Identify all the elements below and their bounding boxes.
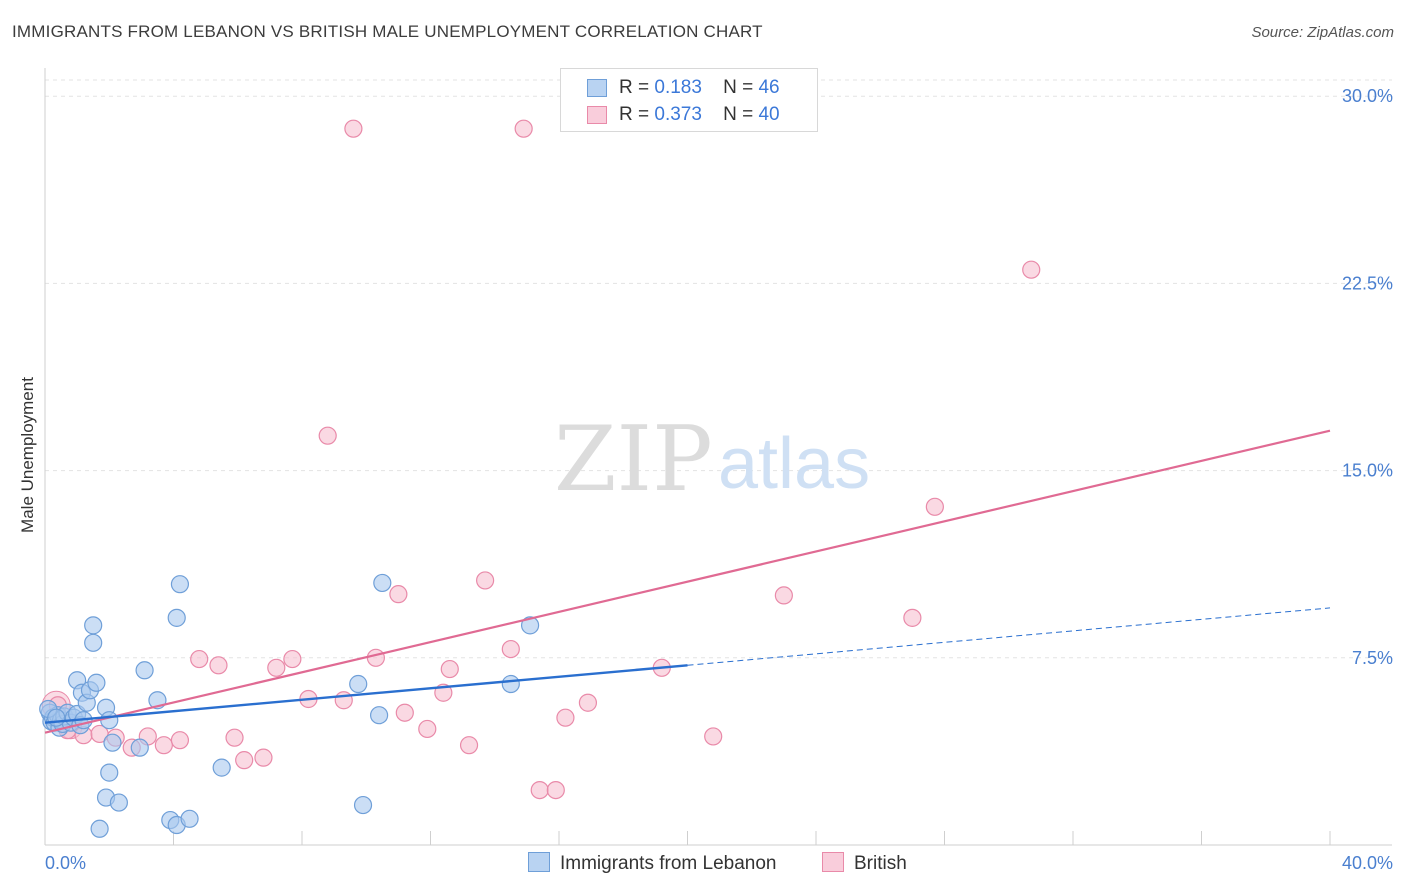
data-point-british bbox=[440, 659, 459, 679]
data-point-british bbox=[556, 708, 575, 727]
legend-r-label: R = bbox=[619, 104, 650, 125]
data-point-lebanon bbox=[180, 809, 199, 828]
data-point-british bbox=[389, 585, 408, 604]
correlation-legend: R = 0.183 N = 46 R = 0.373 N = 40 bbox=[560, 68, 818, 132]
y-tick-label: 15.0% bbox=[1342, 461, 1393, 481]
data-point-british bbox=[267, 658, 286, 677]
data-point-lebanon bbox=[87, 673, 106, 692]
data-point-british bbox=[190, 649, 209, 669]
data-point-british bbox=[225, 728, 244, 747]
data-point-lebanon bbox=[130, 738, 149, 757]
data-point-british bbox=[903, 608, 922, 627]
data-point-british bbox=[344, 119, 363, 138]
trendline-lebanon bbox=[44, 664, 688, 724]
grid-layer bbox=[45, 79, 1392, 659]
data-point-lebanon bbox=[100, 763, 119, 782]
data-point-british bbox=[1022, 260, 1041, 279]
data-point-lebanon bbox=[90, 819, 109, 838]
legend-r-value: 0.373 bbox=[654, 104, 702, 125]
data-point-lebanon bbox=[370, 706, 389, 725]
data-point-lebanon bbox=[170, 575, 190, 594]
data-point-british bbox=[170, 731, 190, 750]
data-point-lebanon bbox=[47, 708, 66, 727]
data-point-british bbox=[530, 780, 549, 800]
tick-labels: 7.5% 15.0% 22.5% 30.0% 0.0% 40.0% bbox=[45, 86, 1393, 873]
data-point-british bbox=[476, 571, 495, 590]
series-legend-british[interactable]: British bbox=[822, 852, 907, 875]
y-axis-label: Male Unemployment bbox=[18, 377, 37, 533]
trendline-british bbox=[44, 429, 1331, 734]
data-point-lebanon bbox=[103, 733, 122, 752]
legend-r-value: 0.183 bbox=[654, 77, 702, 98]
series-swatch-blue bbox=[528, 852, 550, 872]
data-point-british bbox=[235, 751, 254, 770]
data-point-lebanon bbox=[109, 793, 128, 812]
data-point-british bbox=[925, 497, 944, 516]
data-point-british bbox=[395, 703, 414, 722]
chart-title: IMMIGRANTS FROM LEBANON VS BRITISH MALE … bbox=[12, 22, 763, 41]
data-point-british bbox=[774, 586, 793, 605]
trendlines bbox=[44, 429, 1331, 734]
watermark: ZIP atlas bbox=[554, 407, 870, 512]
data-point-british bbox=[514, 119, 533, 138]
data-point-british bbox=[154, 736, 173, 755]
data-point-lebanon bbox=[135, 661, 154, 680]
trendline-lebanon-extension bbox=[687, 607, 1331, 666]
source-label: Source: ZipAtlas.com bbox=[1251, 24, 1394, 41]
series-legend-label: British bbox=[854, 853, 907, 874]
points-layer bbox=[39, 119, 1041, 838]
data-point-british bbox=[366, 648, 385, 667]
data-point-lebanon bbox=[353, 795, 373, 815]
y-tick-label: 22.5% bbox=[1342, 273, 1393, 293]
legend-swatch-pink bbox=[587, 106, 607, 124]
series-legend-label: Immigrants from Lebanon bbox=[560, 853, 777, 874]
data-point-british bbox=[501, 639, 520, 659]
data-point-british bbox=[704, 727, 723, 746]
data-point-british bbox=[459, 736, 479, 755]
data-point-lebanon bbox=[520, 616, 540, 635]
watermark-atlas: atlas bbox=[718, 424, 870, 504]
y-tick-label: 7.5% bbox=[1352, 648, 1393, 668]
legend-n-label: N = bbox=[723, 104, 754, 125]
watermark-zip: ZIP bbox=[554, 407, 713, 512]
data-point-lebanon bbox=[212, 758, 231, 777]
series-legend-lebanon[interactable]: Immigrants from Lebanon bbox=[528, 852, 777, 875]
data-point-lebanon bbox=[84, 616, 103, 635]
series-swatch-pink bbox=[822, 852, 844, 872]
data-point-lebanon bbox=[167, 608, 186, 627]
data-point-lebanon bbox=[501, 674, 520, 694]
data-point-lebanon bbox=[84, 633, 103, 652]
data-point-british bbox=[209, 656, 228, 675]
data-point-lebanon bbox=[373, 573, 392, 593]
data-point-british bbox=[254, 748, 273, 767]
data-point-british bbox=[283, 649, 302, 669]
data-point-british bbox=[546, 780, 565, 800]
data-point-lebanon bbox=[100, 711, 119, 730]
legend-r-label: R = bbox=[619, 77, 650, 98]
legend-swatch-blue bbox=[587, 79, 607, 97]
legend-n-value: 40 bbox=[758, 104, 780, 125]
x-tick-label: 40.0% bbox=[1342, 853, 1393, 873]
legend-n-label: N = bbox=[723, 77, 754, 98]
y-tick-label: 30.0% bbox=[1342, 86, 1393, 106]
legend-n-value: 46 bbox=[758, 77, 780, 98]
data-point-british bbox=[318, 426, 337, 445]
data-point-lebanon bbox=[349, 674, 368, 694]
data-point-british bbox=[418, 719, 437, 739]
data-point-british bbox=[578, 693, 598, 712]
x-tick-label: 0.0% bbox=[45, 853, 86, 873]
